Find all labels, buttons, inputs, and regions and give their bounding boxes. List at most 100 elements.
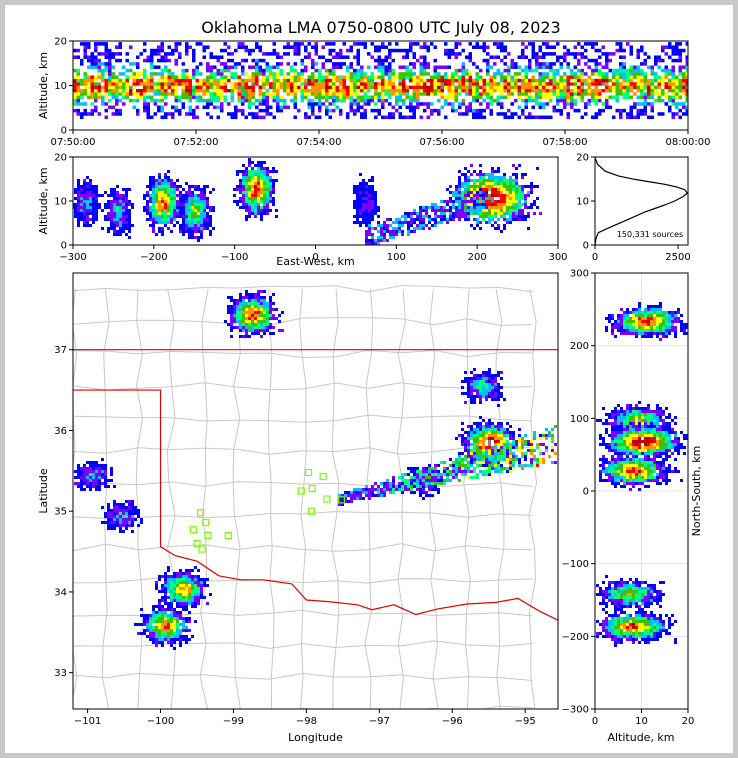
ew-source-cell <box>128 215 131 218</box>
time-source-cell <box>304 65 308 70</box>
time-source-cell <box>458 78 462 83</box>
time-source-cell <box>412 112 416 116</box>
time-source-cell <box>577 78 581 83</box>
time-source-cell <box>531 75 535 80</box>
ew-source-cell <box>86 212 89 215</box>
time-source-cell <box>125 92 129 96</box>
time-source-cell <box>220 85 224 90</box>
time-source-cell <box>314 85 318 90</box>
time-source-cell <box>482 58 486 63</box>
time-source-cell <box>311 45 315 49</box>
ew-source-cell <box>113 212 116 215</box>
time-source-cell <box>227 78 231 83</box>
ew-source-cell <box>212 206 215 209</box>
ew-source-cell <box>74 191 77 194</box>
time-source-cell <box>248 75 252 80</box>
time-source-cell <box>475 78 479 83</box>
time-source-cell <box>381 45 385 49</box>
time-source-cell <box>311 108 315 113</box>
time-source-cell <box>255 82 259 86</box>
ew-source-cell <box>95 206 98 209</box>
time-source-cell <box>94 45 98 49</box>
time-source-cell <box>332 108 336 113</box>
ew-source-cell <box>158 212 161 215</box>
time-source-cell <box>129 85 133 90</box>
time-source-cell <box>402 85 406 90</box>
time-source-cell <box>335 85 339 90</box>
time-source-cell <box>244 72 248 76</box>
ew-source-cell <box>89 200 92 203</box>
time-source-cell <box>265 98 269 103</box>
ew-source-cell <box>200 188 203 191</box>
time-source-cell <box>563 95 567 100</box>
time-source-cell <box>535 68 539 73</box>
time-source-cell <box>444 48 448 53</box>
time-source-cell <box>517 88 521 93</box>
time-source-cell <box>269 92 273 96</box>
time-source-cell <box>619 68 623 73</box>
time-source-cell <box>104 88 108 93</box>
time-source-cell <box>318 105 322 110</box>
time-source-cell <box>409 78 413 83</box>
time-source-cell <box>402 65 406 70</box>
ew-source-cell <box>179 224 182 227</box>
time-source-cell <box>94 42 98 46</box>
time-source-cell <box>328 92 332 96</box>
time-source-cell <box>363 98 367 103</box>
ew-source-cell <box>86 176 89 179</box>
time-source-cell <box>517 95 521 100</box>
time-source-cell <box>311 112 315 116</box>
ew-source-cell <box>83 194 86 197</box>
time-source-cell <box>297 42 301 46</box>
ew-source-cell <box>176 209 179 212</box>
time-source-cell <box>521 98 525 103</box>
time-source-cell <box>104 115 108 120</box>
time-source-cell <box>304 115 308 120</box>
time-source-cell <box>430 92 434 96</box>
time-source-cell <box>318 55 322 59</box>
time-source-cell <box>73 98 77 103</box>
time-source-cell <box>451 75 455 80</box>
time-source-cell <box>248 105 252 110</box>
time-source-cell <box>552 78 556 83</box>
time-source-cell <box>507 65 511 70</box>
ew-source-cell <box>149 182 152 185</box>
time-source-cell <box>220 62 224 66</box>
time-source-cell <box>675 78 679 83</box>
time-source-cell <box>503 85 507 90</box>
time-source-cell <box>566 92 570 96</box>
time-source-cell <box>398 115 402 120</box>
time-source-cell <box>237 108 241 113</box>
time-source-cell <box>76 102 80 106</box>
time-source-cell <box>640 72 644 76</box>
time-source-cell <box>535 92 539 96</box>
time-source-cell <box>118 52 122 56</box>
time-source-cell <box>640 108 644 113</box>
ew-source-cell <box>167 188 170 191</box>
time-source-cell <box>514 98 518 103</box>
time-source-cell <box>164 55 168 59</box>
time-source-cell <box>160 95 164 100</box>
time-source-cell <box>661 45 665 49</box>
time-source-cell <box>83 92 87 96</box>
time-source-cell <box>423 78 427 83</box>
time-source-cell <box>255 98 259 103</box>
time-source-cell <box>342 85 346 90</box>
time-source-cell <box>258 78 262 83</box>
time-source-cell <box>384 115 388 120</box>
time-source-cell <box>545 82 549 86</box>
time-source-cell <box>489 112 493 116</box>
time-source-cell <box>269 75 273 80</box>
ew-source-cell <box>188 191 191 194</box>
time-source-cell <box>643 52 647 56</box>
time-source-cell <box>73 95 77 100</box>
time-source-cell <box>594 78 598 83</box>
time-source-cell <box>447 52 451 56</box>
time-source-cell <box>185 45 189 49</box>
time-source-cell <box>90 52 94 56</box>
time-source-cell <box>342 42 346 46</box>
time-source-cell <box>220 92 224 96</box>
time-source-cell <box>479 75 483 80</box>
time-source-cell <box>157 65 161 70</box>
ew-source-cell <box>170 212 173 215</box>
